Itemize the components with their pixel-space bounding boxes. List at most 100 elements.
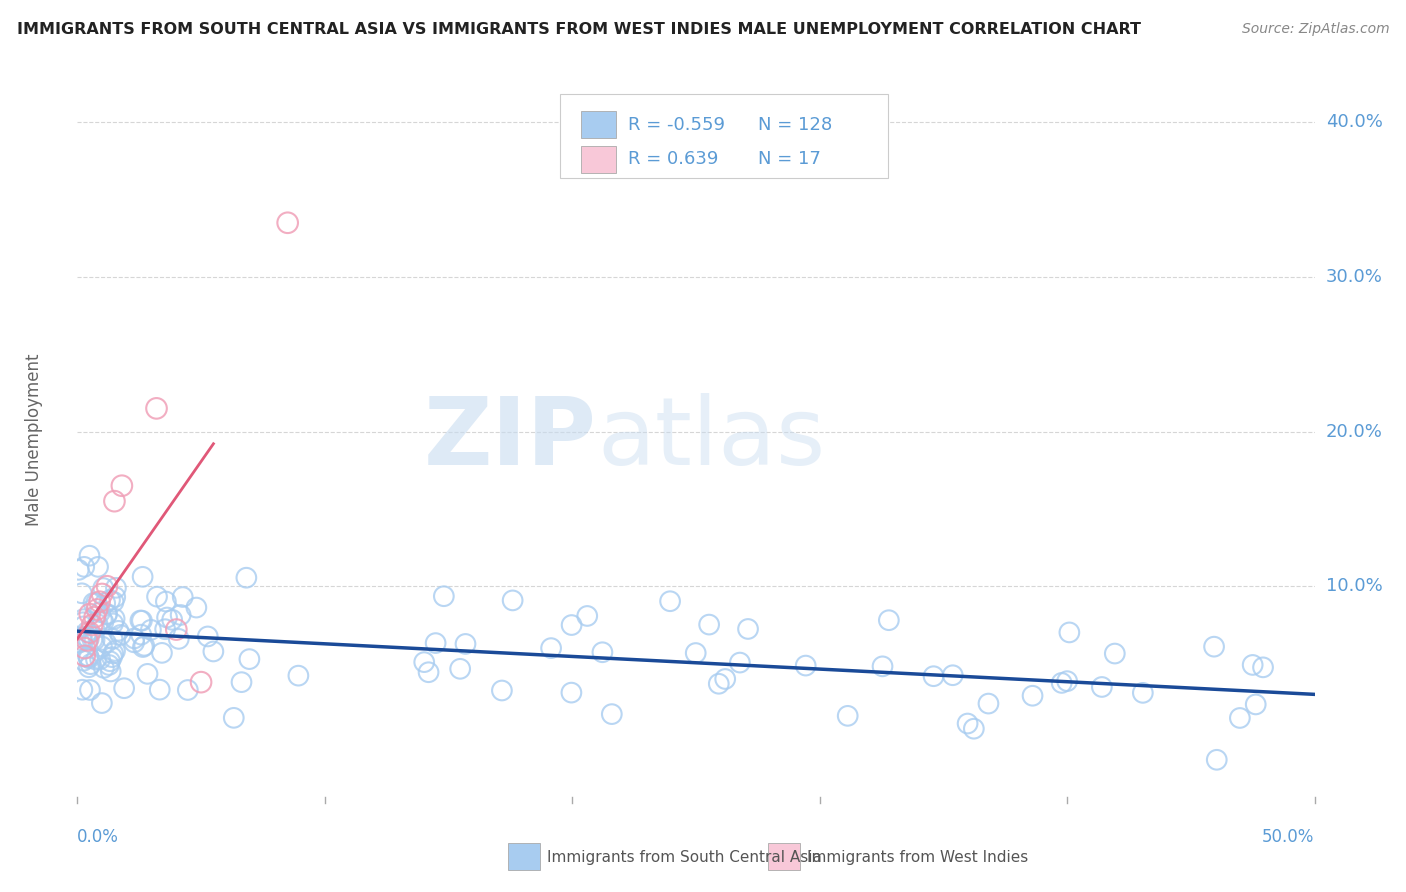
Point [75, 630, 97, 644]
Point [79, 657, 101, 672]
Point [79, 683, 101, 698]
Point [167, 632, 190, 646]
Point [139, 623, 162, 637]
Text: atlas: atlas [598, 393, 825, 485]
Point [160, 613, 183, 627]
Point [697, 617, 720, 632]
Point [93, 661, 115, 675]
Point [591, 645, 613, 659]
Point [90, 612, 112, 626]
Point [576, 609, 599, 624]
Point [83, 610, 105, 624]
Point [112, 681, 135, 696]
Point [1251, 660, 1274, 674]
Point [222, 711, 245, 725]
Point [728, 656, 751, 670]
Point [145, 401, 167, 416]
Point [502, 593, 524, 607]
Point [90, 640, 112, 654]
Point [977, 697, 1000, 711]
Point [77, 632, 100, 646]
Point [418, 665, 440, 680]
Point [153, 622, 176, 636]
Point [707, 677, 730, 691]
Text: N = 17: N = 17 [758, 151, 821, 169]
Point [86, 602, 108, 616]
Point [89, 652, 111, 666]
Point [101, 650, 124, 665]
Point [165, 623, 187, 637]
Text: N = 128: N = 128 [758, 116, 832, 134]
Point [72, 654, 94, 668]
Point [156, 610, 179, 624]
Text: Immigrants from South Central Asia: Immigrants from South Central Asia [547, 850, 823, 865]
Point [100, 665, 122, 679]
Point [70, 586, 93, 600]
Text: 20.0%: 20.0% [1326, 423, 1382, 441]
Point [104, 612, 127, 626]
Point [104, 590, 127, 604]
Point [73, 559, 96, 574]
Point [72, 619, 94, 633]
Text: 50.0%: 50.0% [1263, 828, 1315, 846]
Point [77, 650, 100, 665]
Point [737, 622, 759, 636]
Point [94, 596, 117, 610]
Point [98, 593, 121, 607]
Point [1104, 647, 1126, 661]
Point [76, 633, 98, 648]
Point [131, 614, 153, 628]
Point [449, 662, 471, 676]
Point [454, 637, 477, 651]
Point [79, 625, 101, 640]
Point [69, 635, 91, 649]
Point [111, 479, 134, 493]
Text: 40.0%: 40.0% [1326, 113, 1382, 131]
Point [70, 633, 93, 648]
Point [169, 607, 191, 622]
Text: IMMIGRANTS FROM SOUTH CENTRAL ASIA VS IMMIGRANTS FROM WEST INDIES MALE UNEMPLOYM: IMMIGRANTS FROM SOUTH CENTRAL ASIA VS IM… [17, 22, 1140, 37]
Point [1202, 640, 1225, 654]
Point [172, 590, 194, 604]
Point [87, 560, 110, 574]
Point [103, 595, 125, 609]
Point [277, 216, 299, 230]
Point [956, 716, 979, 731]
Point [202, 644, 225, 658]
Text: Source: ZipAtlas.com: Source: ZipAtlas.com [1241, 22, 1389, 37]
Point [98, 657, 121, 672]
Point [238, 652, 260, 666]
Point [79, 607, 101, 621]
Text: Male Unemployment: Male Unemployment [25, 353, 44, 525]
Point [104, 581, 127, 595]
Point [84, 653, 107, 667]
Point [433, 589, 456, 603]
Text: Immigrants from West Indies: Immigrants from West Indies [807, 850, 1029, 865]
Point [77, 660, 100, 674]
Point [231, 675, 253, 690]
Point [287, 668, 309, 682]
Point [104, 644, 127, 658]
Point [91, 587, 114, 601]
Point [1091, 680, 1114, 694]
Point [77, 651, 100, 665]
Point [963, 722, 986, 736]
Point [122, 635, 145, 649]
Point [96, 579, 118, 593]
FancyBboxPatch shape [508, 843, 540, 871]
Text: 10.0%: 10.0% [1326, 577, 1382, 595]
Point [101, 616, 124, 631]
Point [561, 618, 583, 632]
Point [72, 682, 94, 697]
Point [177, 683, 200, 698]
Point [96, 607, 118, 621]
Point [540, 641, 562, 656]
FancyBboxPatch shape [581, 145, 616, 173]
Point [413, 655, 436, 669]
Point [96, 607, 118, 622]
Point [877, 613, 900, 627]
Point [560, 685, 582, 699]
Point [72, 612, 94, 626]
Point [93, 615, 115, 629]
Point [82, 618, 104, 632]
